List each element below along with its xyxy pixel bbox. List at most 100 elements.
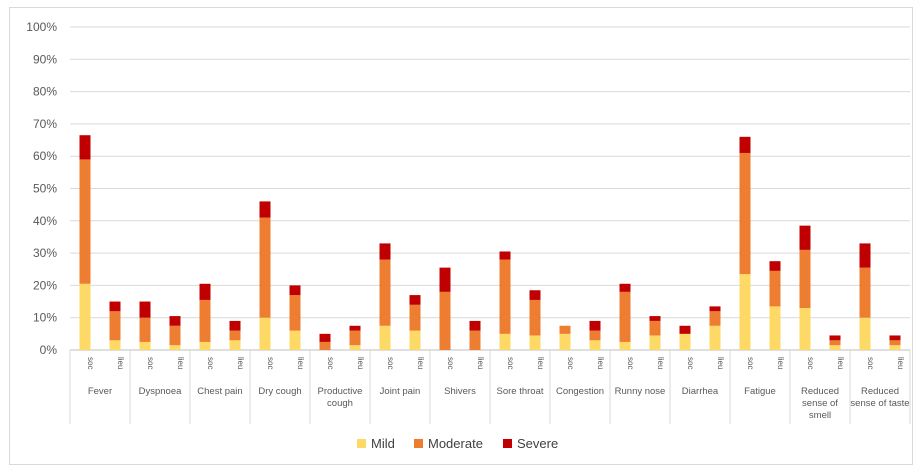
bar-segment-mild — [199, 341, 211, 350]
sub-tick-label: soc — [86, 357, 95, 369]
category-label: Shivers — [444, 386, 476, 397]
category-label: Chest pain — [197, 386, 242, 397]
category-label: cough — [327, 398, 353, 409]
bar-segment-moderate — [379, 259, 391, 326]
bar-segment-moderate — [709, 311, 721, 326]
bar-segment-mild — [139, 341, 151, 350]
legend-label-severe: Severe — [517, 436, 558, 451]
category-label: Runny nose — [615, 386, 666, 397]
bar-segment-severe — [679, 325, 691, 334]
sub-tick-label: lieu — [116, 357, 125, 369]
bar-segment-moderate — [769, 270, 781, 307]
bar-segment-moderate — [79, 159, 91, 284]
sub-tick-label: soc — [566, 357, 575, 369]
bar-segment-mild — [529, 335, 541, 350]
bar-segment-moderate — [619, 291, 631, 342]
bar-segment-mild — [229, 340, 241, 350]
bar-segment-mild — [679, 333, 691, 350]
sub-tick-label: lieu — [716, 357, 725, 369]
sub-tick-label: lieu — [476, 357, 485, 369]
sub-tick-label: lieu — [236, 357, 245, 369]
bar-segment-severe — [619, 283, 631, 292]
bar-segment-severe — [739, 136, 751, 153]
category-label: Joint pain — [380, 386, 421, 397]
legend-label-moderate: Moderate — [428, 436, 483, 451]
bar-segment-severe — [169, 316, 181, 326]
bar-segment-severe — [829, 335, 841, 341]
bar-segment-severe — [79, 135, 91, 160]
sub-tick-label: lieu — [416, 357, 425, 369]
bar-segment-mild — [589, 340, 601, 350]
bar-segment-moderate — [199, 299, 211, 342]
bar-segment-mild — [829, 345, 841, 350]
bar-segment-moderate — [559, 325, 571, 334]
category-label: Productive — [318, 386, 363, 397]
bar-segment-severe — [229, 320, 241, 331]
bar-segment-severe — [109, 301, 121, 312]
y-tick-label: 80% — [33, 85, 57, 99]
bar-segment-moderate — [319, 341, 331, 350]
bar-segment-moderate — [229, 330, 241, 341]
bar-segment-moderate — [169, 325, 181, 346]
bar-segment-severe — [409, 295, 421, 305]
bar-segment-severe — [589, 320, 601, 331]
bar-segment-severe — [439, 267, 451, 292]
bar-segment-moderate — [139, 317, 151, 342]
bar-segment-moderate — [799, 249, 811, 309]
category-label: Fatigue — [744, 386, 776, 397]
bar-segment-mild — [889, 345, 901, 350]
bar-segment-mild — [499, 333, 511, 350]
bar-segment-moderate — [739, 152, 751, 275]
bar-segment-mild — [769, 306, 781, 350]
sub-tick-label: soc — [266, 357, 275, 369]
bar-segment-severe — [379, 243, 391, 260]
y-tick-label: 10% — [33, 311, 57, 325]
sub-tick-label: soc — [206, 357, 215, 369]
sub-tick-label: soc — [626, 357, 635, 369]
bar-segment-moderate — [859, 267, 871, 318]
bar-segment-severe — [709, 306, 721, 312]
bar-segment-moderate — [529, 299, 541, 336]
y-tick-label: 0% — [40, 343, 58, 357]
sub-tick-label: lieu — [656, 357, 665, 369]
bar-segment-mild — [559, 333, 571, 350]
sub-tick-label: lieu — [776, 357, 785, 369]
bar-segment-mild — [379, 325, 391, 350]
sub-tick-label: soc — [386, 357, 395, 369]
sub-tick-label: lieu — [536, 357, 545, 369]
category-label: sense of — [802, 398, 838, 409]
category-label: Dyspnoea — [139, 386, 182, 397]
category-label: sense of taste — [850, 398, 909, 409]
bar-segment-moderate — [289, 295, 301, 331]
bar-segment-mild — [799, 308, 811, 350]
bar-segment-mild — [289, 330, 301, 350]
y-tick-label: 30% — [33, 246, 57, 260]
sub-tick-label: lieu — [896, 357, 905, 369]
bar-segment-mild — [709, 325, 721, 350]
sub-tick-label: soc — [746, 357, 755, 369]
category-label: Dry cough — [258, 386, 301, 397]
category-label: Reduced — [801, 386, 839, 397]
bar-segment-mild — [79, 283, 91, 350]
sub-tick-label: soc — [446, 357, 455, 369]
bar-segment-severe — [649, 316, 661, 321]
bar-segment-moderate — [889, 340, 901, 346]
bar-segment-mild — [349, 345, 361, 350]
bar-segment-severe — [289, 285, 301, 296]
bar-segment-severe — [769, 261, 781, 271]
bar-segment-moderate — [499, 259, 511, 334]
sub-tick-label: lieu — [176, 357, 185, 369]
bar-segment-severe — [469, 320, 481, 331]
y-tick-label: 40% — [33, 214, 57, 228]
category-label: Sore throat — [497, 386, 544, 397]
sub-tick-label: soc — [326, 357, 335, 369]
bar-segment-mild — [739, 274, 751, 350]
bar-segment-mild — [109, 340, 121, 350]
sub-tick-label: soc — [146, 357, 155, 369]
bar-segment-moderate — [439, 291, 451, 350]
bar-segment-moderate — [109, 311, 121, 341]
y-tick-label: 70% — [33, 117, 57, 131]
bar-segment-moderate — [409, 304, 421, 331]
bar-segment-severe — [259, 201, 271, 218]
